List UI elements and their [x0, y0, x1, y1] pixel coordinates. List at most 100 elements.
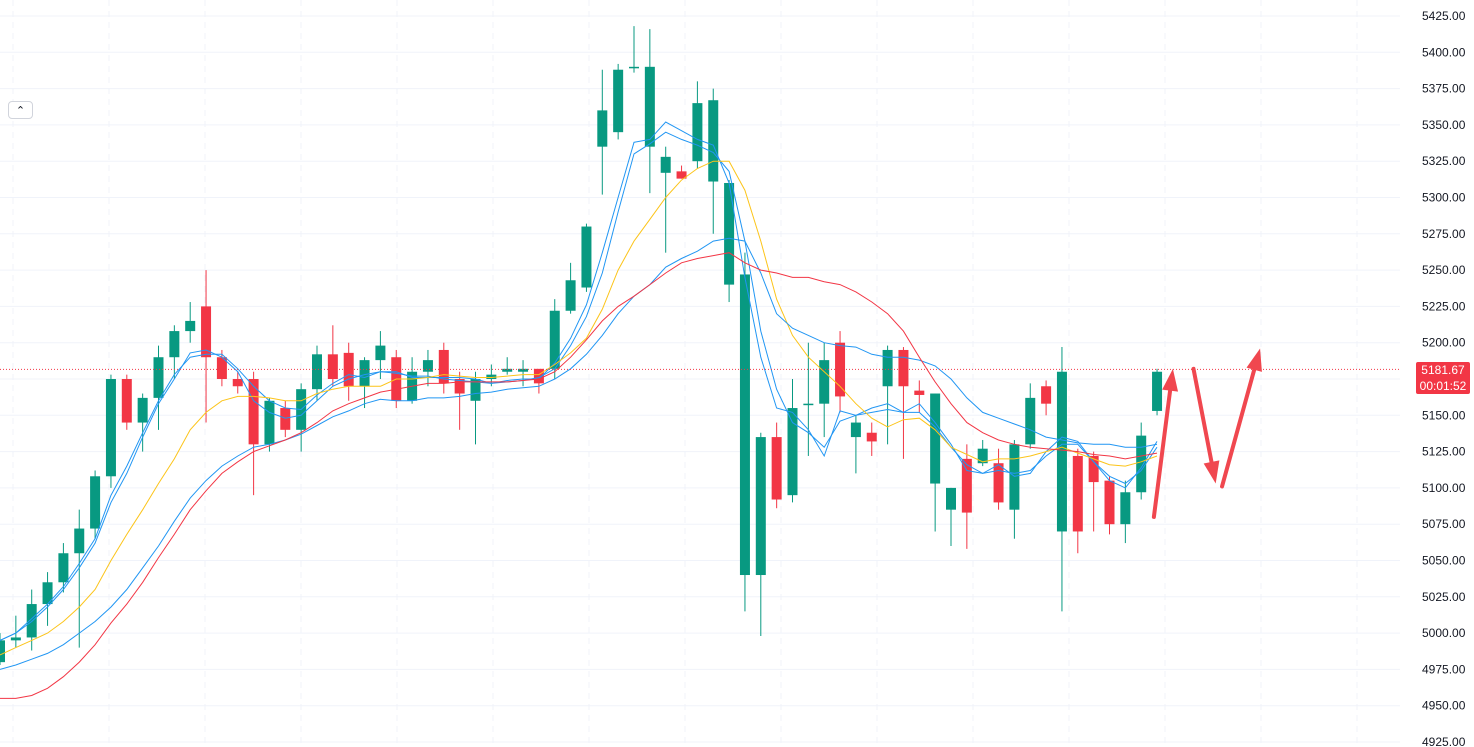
candle-body	[866, 432, 877, 442]
candle	[343, 342, 354, 401]
candle	[755, 432, 766, 637]
candle	[1025, 383, 1036, 449]
y-tick-label: 5375.00	[1422, 82, 1466, 96]
candle-body	[232, 379, 243, 387]
candle-body	[629, 66, 639, 69]
arrowhead	[1203, 460, 1220, 484]
candle	[280, 400, 291, 438]
candle	[803, 342, 814, 456]
candle-body	[692, 103, 703, 162]
candle-body	[993, 463, 1004, 503]
candle-body	[803, 403, 814, 406]
candle-body	[787, 408, 798, 496]
candle	[42, 572, 53, 626]
candle	[359, 357, 370, 409]
candle-body	[708, 100, 719, 182]
candle-body	[248, 379, 259, 445]
y-tick-label: 5400.00	[1422, 45, 1466, 59]
y-tick-label: 4950.00	[1422, 699, 1466, 713]
candle	[993, 448, 1004, 510]
candle-body	[0, 640, 5, 663]
candle	[1088, 451, 1099, 532]
candle	[0, 633, 5, 666]
candle-body	[1088, 455, 1099, 483]
y-tick-label: 5350.00	[1422, 118, 1466, 132]
candle	[327, 325, 338, 387]
price-axis[interactable]: 5425.00 5400.00 5375.00 5350.00 5325.00 5300.…	[1422, 9, 1466, 747]
moving-average-line	[0, 131, 1158, 641]
candle-body	[676, 171, 687, 179]
candle	[1104, 476, 1115, 535]
candle	[692, 81, 703, 169]
candle	[739, 252, 750, 612]
candle-body	[914, 390, 925, 395]
candles	[0, 26, 1163, 666]
collapse-button[interactable]: ⌃	[8, 101, 33, 119]
candle	[866, 422, 877, 456]
arrow-shaft	[1220, 367, 1257, 489]
candle-body	[121, 379, 132, 423]
y-tick-label: 5325.00	[1422, 154, 1466, 168]
candle-body	[105, 379, 116, 477]
candle	[232, 371, 243, 394]
y-tick-label: 5150.00	[1422, 408, 1466, 422]
y-tick-label: 5125.00	[1422, 445, 1466, 459]
candle-body	[26, 604, 37, 638]
candle-body	[1152, 371, 1163, 411]
candle-body	[216, 357, 227, 379]
candle-countdown-badge: 00:01:52	[1416, 378, 1470, 394]
candle-body	[185, 320, 196, 332]
y-tick-label: 5275.00	[1422, 227, 1466, 241]
candle	[946, 487, 956, 546]
candle	[850, 415, 861, 474]
y-tick-label: 4925.00	[1422, 735, 1466, 747]
candle	[502, 357, 513, 375]
candle-body	[438, 349, 449, 384]
y-tick-label: 5075.00	[1422, 517, 1466, 531]
moving-average-line	[0, 121, 1158, 641]
y-tick-label: 5025.00	[1422, 590, 1466, 604]
candle-body	[153, 357, 164, 398]
candle	[1041, 380, 1052, 416]
candle-body	[454, 379, 465, 394]
candle	[26, 589, 37, 651]
candle-body	[201, 306, 212, 358]
moving-average-lines	[0, 121, 1158, 699]
y-tick-label: 5425.00	[1422, 9, 1466, 23]
candle-body	[613, 69, 624, 133]
candle	[216, 349, 227, 387]
y-tick-label: 5200.00	[1422, 336, 1466, 350]
candle	[518, 360, 529, 387]
candle-body	[549, 310, 560, 369]
y-tick-label: 5000.00	[1422, 626, 1466, 640]
candle	[771, 422, 782, 509]
y-tick-label: 5300.00	[1422, 191, 1466, 205]
candle-body	[961, 458, 972, 513]
candle-body	[1104, 480, 1115, 525]
candle-body	[930, 393, 941, 484]
candle-body	[422, 360, 433, 372]
candle-body	[486, 374, 497, 379]
candle	[58, 543, 69, 593]
y-tick-label: 5100.00	[1422, 481, 1466, 495]
candle-body	[312, 354, 322, 390]
y-tick-label: 5225.00	[1422, 299, 1466, 313]
candle	[961, 444, 972, 549]
annotation-arrow	[1191, 366, 1220, 484]
candle	[153, 345, 164, 430]
candle	[201, 270, 212, 423]
candle-body	[644, 66, 655, 147]
candle-body	[375, 345, 386, 361]
candle-body	[90, 476, 101, 529]
y-tick-label: 4975.00	[1422, 662, 1466, 676]
candle-body	[359, 360, 370, 387]
candle-body	[1025, 397, 1036, 445]
candle	[248, 371, 259, 496]
candle	[296, 383, 307, 452]
candle-body	[1041, 386, 1052, 404]
candle	[930, 393, 941, 532]
candle	[137, 393, 148, 452]
candle-body	[1056, 371, 1067, 532]
candle-body	[850, 422, 861, 438]
